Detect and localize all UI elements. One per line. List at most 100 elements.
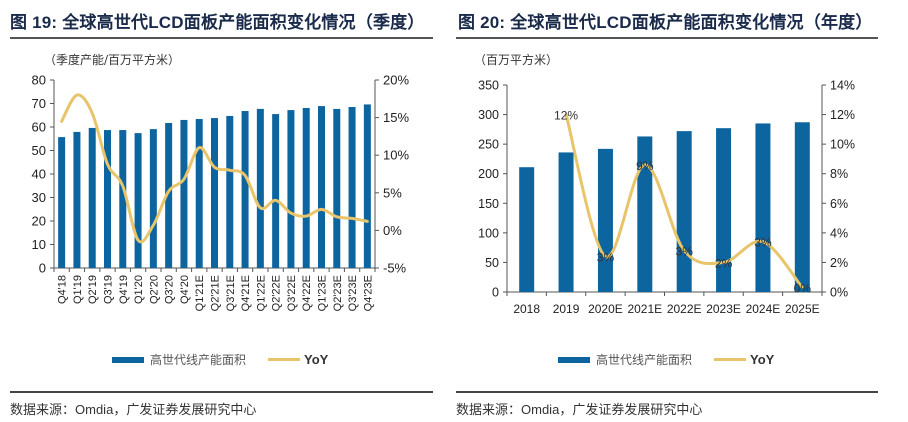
legend-line-label: YoY <box>750 352 775 367</box>
x-tick-label: Q1'23E <box>317 275 329 311</box>
x-tick-label: Q4'19 <box>118 275 130 304</box>
bar <box>318 106 325 269</box>
x-tick-label: Q4'22E <box>301 275 313 311</box>
x-tick-label: Q2'23E <box>332 275 344 311</box>
x-tick-label: 2023E <box>706 302 741 316</box>
x-tick-label: Q1'22E <box>255 275 267 311</box>
legend-bar-swatch <box>112 356 144 363</box>
source-prefix: 数据来源： <box>456 403 522 418</box>
source-suffix: ，广发证券发展研究中心 <box>559 403 703 418</box>
figure-20-panel: 图 20: 全球高世代LCD面板产能面积变化情况（年度） （百万平方米） 0 50… <box>450 0 908 422</box>
left-y-tick-label: 50 <box>32 143 46 158</box>
figure-19-unit-label: （季度产能/百万平方米） <box>44 53 181 67</box>
bar <box>558 152 574 292</box>
bar <box>755 123 771 292</box>
bar <box>348 107 356 269</box>
left-y-tick-label: 20 <box>32 214 46 229</box>
legend-bar-label: 高世代线产能面积 <box>596 353 693 367</box>
x-tick-label: 2019 <box>553 302 580 316</box>
bar <box>180 119 188 268</box>
source-name: Omdia <box>75 402 114 417</box>
figure-19-panel: 图 19: 全球高世代LCD面板产能面积变化情况（季度） （季度产能/百万平方米… <box>0 0 450 422</box>
x-tick-label: 2022E <box>667 302 702 316</box>
yoy-line <box>564 113 804 290</box>
bar <box>104 130 111 268</box>
x-tick-label: Q3'23E <box>347 275 359 311</box>
x-tick-label: Q4'21E <box>240 275 252 311</box>
x-tick-label: Q2'22E <box>271 275 283 311</box>
yoy-data-label: 2% <box>715 256 733 270</box>
figure-19-source: 数据来源：Omdia，广发证券发展研究中心 <box>10 399 256 418</box>
bar <box>58 137 66 268</box>
bar <box>333 108 341 268</box>
right-y-tick-label: 4% <box>830 226 848 240</box>
left-y-tick-label: 100 <box>478 226 499 240</box>
legend-line-swatch <box>714 358 747 361</box>
figure-20-title: 图 20: 全球高世代LCD面板产能面积变化情况（年度） <box>458 13 873 32</box>
left-y-tick-label: 0 <box>492 286 499 300</box>
legend-bar-label: 高世代线产能面积 <box>150 353 247 367</box>
left-y-tick-label: 80 <box>32 73 46 88</box>
figure-20-title-rule <box>456 37 878 39</box>
left-y-tick-label: 40 <box>32 167 46 182</box>
bar <box>195 119 203 268</box>
right-y-tick-label: 6% <box>830 197 848 211</box>
bar <box>272 114 280 268</box>
x-tick-label: Q3'19 <box>103 275 115 304</box>
bar <box>794 122 810 292</box>
yoy-data-label: 9% <box>636 159 654 173</box>
bar <box>241 111 249 269</box>
x-tick-label: Q4'18 <box>57 275 69 304</box>
figure-20-unit-label: （百万平方米） <box>474 53 559 67</box>
x-tick-label: Q4'23E <box>362 275 374 311</box>
x-tick-label: Q4'20 <box>179 275 191 304</box>
x-tick-label: 2024E <box>746 302 781 316</box>
left-y-tick-label: 30 <box>32 190 46 205</box>
left-y-tick-label: 0 <box>39 261 46 276</box>
bar <box>716 128 732 292</box>
left-y-tick-label: 60 <box>32 120 46 135</box>
figure-20-legend: 高世代线产能面积 YoY <box>558 351 774 368</box>
bar <box>226 115 234 268</box>
figure-19-title-rule <box>10 37 433 39</box>
right-y-tick-label: -5% <box>383 261 407 276</box>
x-tick-label: Q2'21E <box>210 275 222 311</box>
yoy-data-label: 3% <box>676 245 694 259</box>
legend-bar-swatch <box>558 356 590 363</box>
yoy-line <box>60 93 369 244</box>
bar <box>637 136 653 292</box>
figure-20-source-rule <box>456 391 878 393</box>
yoy-data-label: 3% <box>754 236 772 250</box>
right-y-tick-label: 20% <box>383 73 409 88</box>
x-tick-label: Q3'20 <box>164 275 176 304</box>
bar <box>134 133 142 268</box>
bar <box>287 110 295 268</box>
legend-line-label: YoY <box>304 352 329 367</box>
right-y-tick-label: 0% <box>830 286 848 300</box>
right-y-tick-label: 2% <box>830 256 848 270</box>
left-y-tick-label: 200 <box>478 167 499 181</box>
bar <box>73 131 81 268</box>
left-y-tick-label: 300 <box>478 108 499 122</box>
source-prefix: 数据来源： <box>10 403 76 418</box>
bar <box>676 131 692 292</box>
legend-line-swatch <box>268 358 301 361</box>
yoy-data-label: 12% <box>554 109 578 123</box>
left-y-tick-label: 150 <box>478 197 499 211</box>
x-tick-label: Q1'19 <box>72 275 84 304</box>
bar <box>211 118 218 268</box>
bar <box>88 127 96 268</box>
figure-19-legend: 高世代线产能面积 YoY <box>112 351 328 368</box>
bar <box>165 123 173 268</box>
figure-19-source-rule <box>10 391 433 393</box>
left-y-tick-label: 70 <box>32 96 46 111</box>
bar <box>597 148 613 292</box>
x-tick-label: 2021E <box>627 302 662 316</box>
right-y-tick-label: 10% <box>383 148 409 163</box>
yoy-data-label: 3% <box>597 251 615 265</box>
right-y-tick-label: 14% <box>830 79 855 93</box>
x-tick-label: 2025E <box>785 302 820 316</box>
bar <box>302 107 310 268</box>
figure-20-source: 数据来源：Omdia，广发证券发展研究中心 <box>456 399 702 418</box>
right-y-tick-label: 5% <box>383 185 402 200</box>
